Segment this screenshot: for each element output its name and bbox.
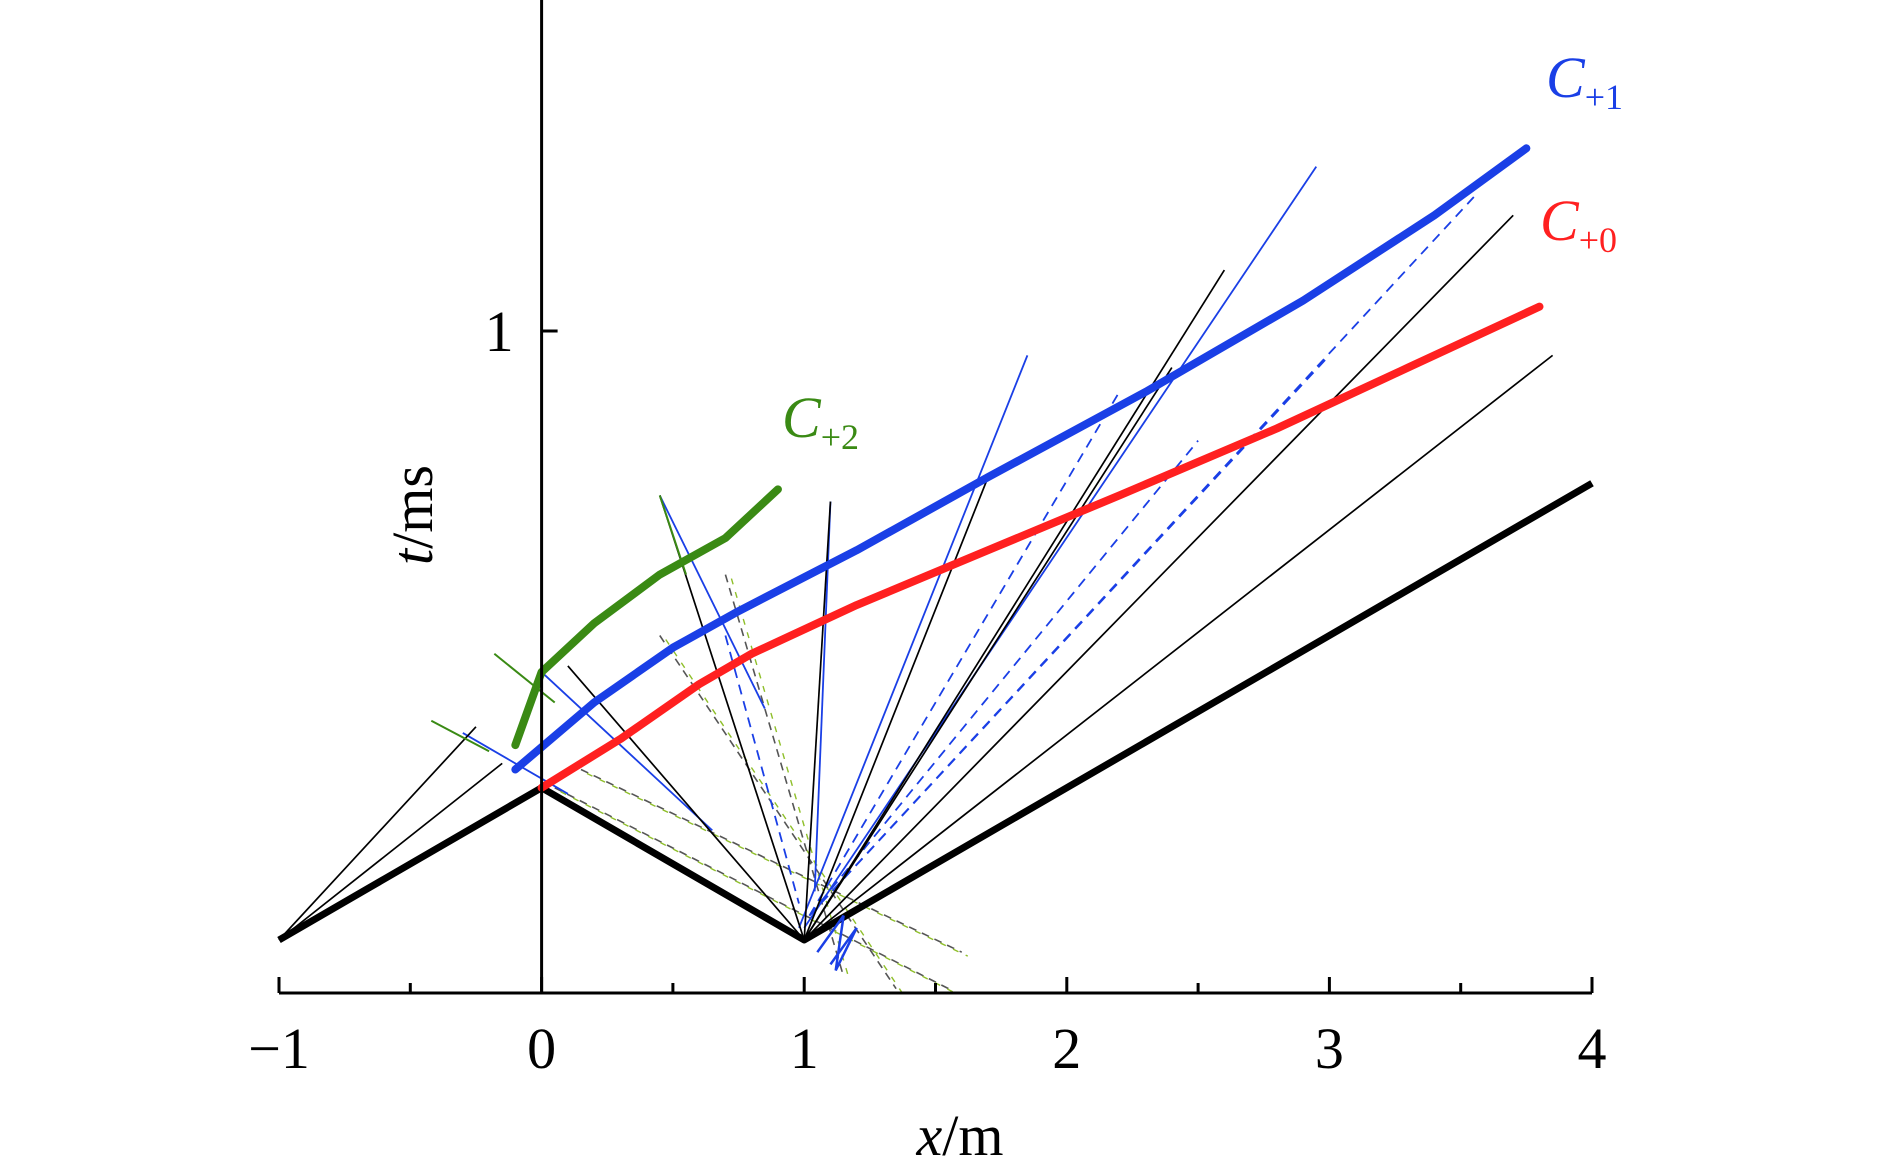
- boundary-line: [277, 480, 1594, 944]
- x-tick-label: 4: [1578, 1016, 1607, 1081]
- x-tick-label: 2: [1052, 1016, 1081, 1081]
- black-ray-6: [803, 367, 1173, 941]
- series-line-Cplus1: [511, 144, 1531, 774]
- dashed-blue-ray-3: [808, 196, 1475, 917]
- dashed-green-ray-0: [560, 791, 955, 994]
- x-tick-label: 0: [527, 1016, 556, 1081]
- curves-layer: [277, 144, 1594, 972]
- black-ray-9: [803, 354, 1554, 941]
- x-tick-label: 1: [790, 1016, 819, 1081]
- black-ray-3: [567, 665, 805, 941]
- green-tick-0: [430, 719, 490, 753]
- x-tick-label: 3: [1315, 1016, 1344, 1081]
- x-axis-title: x/m: [916, 1103, 1004, 1168]
- black-ray-5: [803, 476, 989, 941]
- green-tick-1: [493, 652, 556, 704]
- black-ray-8: [803, 214, 1514, 941]
- series-label-Cplus0: C+0: [1540, 188, 1617, 260]
- series-label-Cplus1: C+1: [1546, 45, 1623, 117]
- x-tick-label: −1: [248, 1016, 310, 1081]
- dashed-blue-ray-0: [724, 635, 800, 904]
- dashed-blue-ray-1: [808, 391, 1121, 917]
- dashed-blue-ray-2: [808, 440, 1199, 917]
- blue-ray-2: [803, 166, 1318, 929]
- blue-scribble: [816, 914, 858, 972]
- series-line-Cplus2: [511, 485, 782, 750]
- black-ray-4: [803, 501, 832, 941]
- blue-ray-3: [813, 501, 832, 892]
- labels-layer: −1 0 1 2 3 4 1 x/m t/ms C+0 C+1 C+2: [248, 45, 1623, 1168]
- dashed-green-ray-1: [665, 639, 903, 994]
- y-axis-title: t/ms: [380, 465, 445, 565]
- blue-ray-0: [658, 495, 766, 709]
- blue-ray-4: [540, 671, 713, 832]
- black-ray-1: [278, 762, 503, 941]
- axes-layer: [277, 0, 1594, 995]
- black-ray-0: [278, 726, 477, 941]
- dashed-green-ray-3: [586, 772, 969, 957]
- rays-layer: [278, 166, 1554, 994]
- series-line-Cplus0: [537, 302, 1544, 792]
- series-label-Cplus2: C+2: [782, 385, 859, 457]
- dashed-ray-3: [580, 768, 963, 953]
- dashed-blue-ray-4: [808, 354, 1331, 917]
- dashed-ray-0: [554, 787, 949, 990]
- y-tick-label: 1: [485, 299, 514, 364]
- blue-ray-1: [798, 355, 1029, 929]
- black-ray-7: [803, 269, 1226, 941]
